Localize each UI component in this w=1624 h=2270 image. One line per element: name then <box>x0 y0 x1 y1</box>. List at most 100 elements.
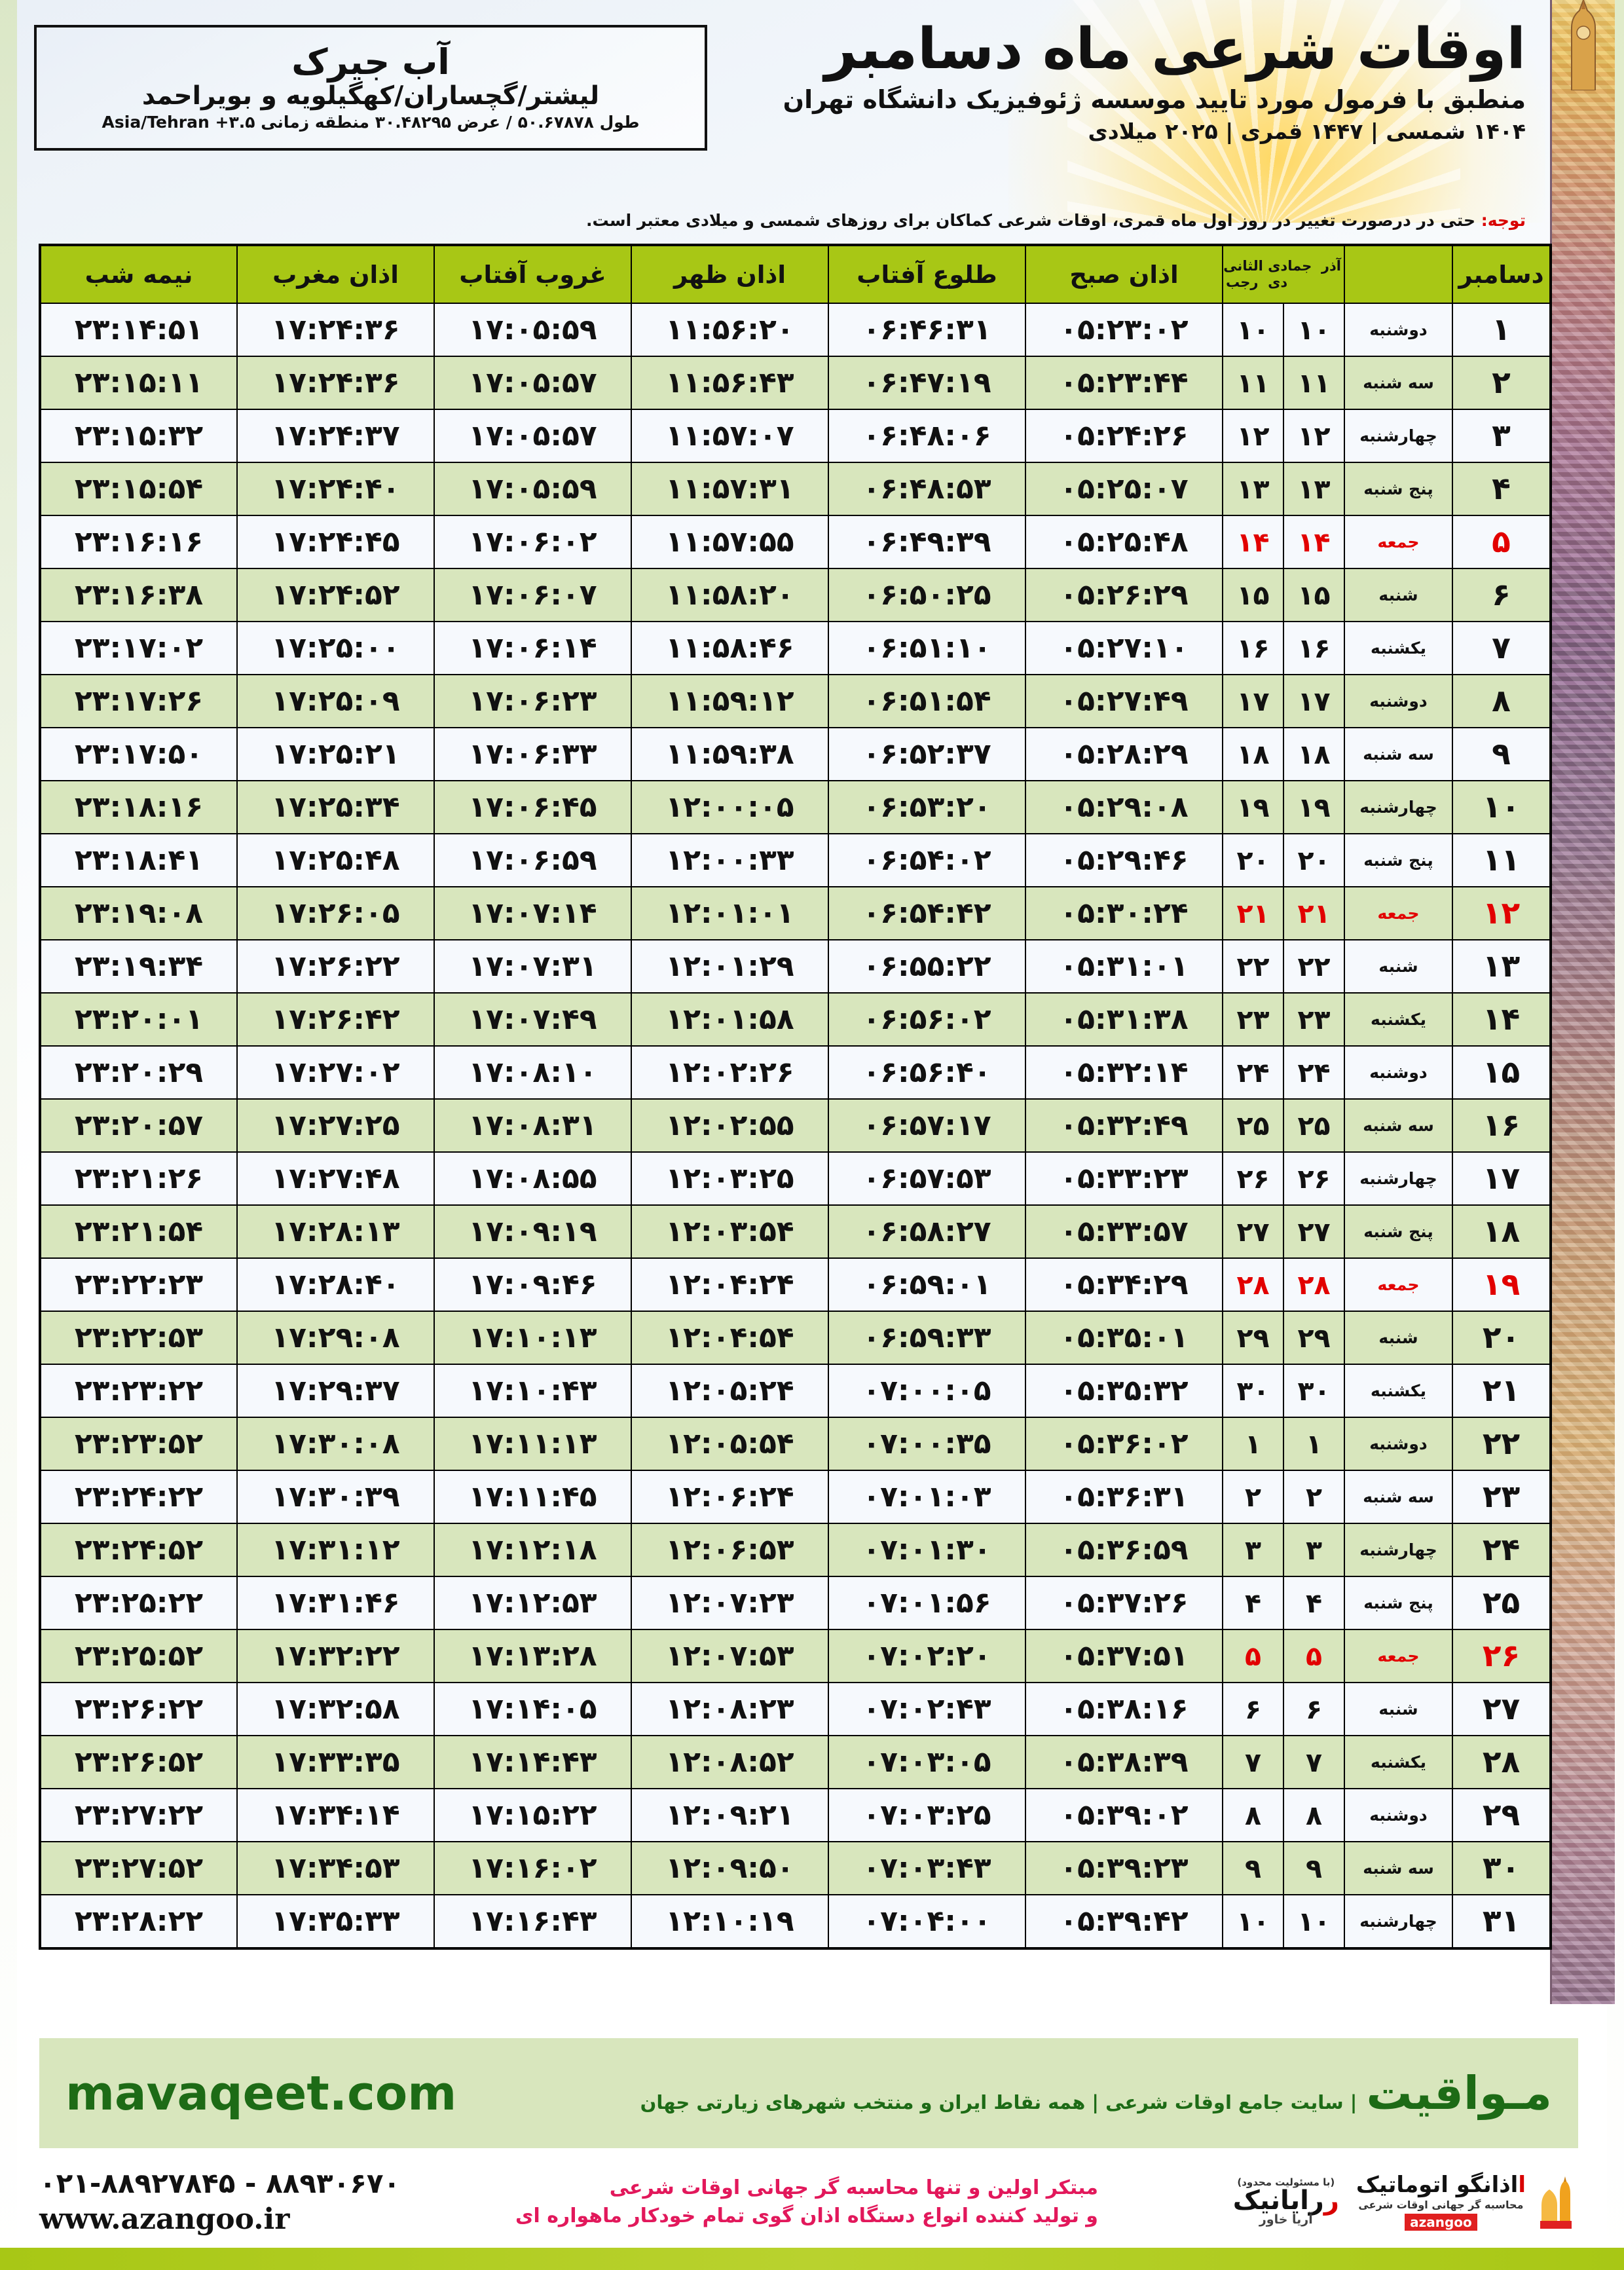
cell-dec: ۲۲ <box>1452 1417 1551 1471</box>
column-header-fajr: اذان صبح <box>1025 244 1223 304</box>
cell-maghrib: ۱۷:۲۶:۰۵ <box>236 886 435 940</box>
cell-weekday: پنج شنبه <box>1344 1204 1453 1259</box>
cell-weekday: سه شنبه <box>1344 1098 1453 1153</box>
cell-sunset: ۱۷:۰۵:۵۹ <box>434 462 632 516</box>
cell-weekday: جمعه <box>1344 1257 1453 1312</box>
cell-solar: ۸ <box>1222 1788 1284 1842</box>
cell-hij: ۱ <box>1283 1417 1345 1471</box>
cell-midnight: ۲۳:۲۴:۵۲ <box>39 1523 238 1577</box>
table-row: ۱۶ سه شنبه ۲۵ ۲۵ ۰۵:۳۲:۴۹ ۰۶:۵۷:۱۷ ۱۲:۰۲:۵۵ ۱۷:… <box>39 1098 1551 1153</box>
cell-sunrise: ۰۷:۰۳:۲۵ <box>828 1788 1026 1842</box>
cell-sunset: ۱۷:۱۳:۲۸ <box>434 1629 632 1683</box>
cell-weekday: سه شنبه <box>1344 727 1453 781</box>
cell-sunset: ۱۷:۰۷:۱۴ <box>434 886 632 940</box>
cell-sunrise: ۰۷:۰۰:۰۵ <box>828 1364 1026 1418</box>
cell-midnight: ۲۳:۱۷:۵۰ <box>39 727 238 781</box>
cell-maghrib: ۱۷:۳۵:۳۳ <box>236 1894 435 1949</box>
cell-dhuhr: ۱۲:۰۵:۵۴ <box>631 1417 829 1471</box>
cell-midnight: ۲۳:۲۸:۲۲ <box>39 1894 238 1949</box>
rayanik-logo: (با مسئولیت محدود) ررایانیک آریا خاور <box>1233 2178 1339 2226</box>
contact-website[interactable]: www.azangoo.ir <box>39 2202 290 2236</box>
cell-dec: ۱۹ <box>1452 1257 1551 1312</box>
cell-weekday: یکشنبه <box>1344 992 1453 1047</box>
cell-midnight: ۲۳:۲۲:۲۳ <box>39 1257 238 1312</box>
cell-dec: ۱۰ <box>1452 780 1551 834</box>
cell-solar: ۲۱ <box>1222 886 1284 940</box>
cell-fajr: ۰۵:۳۳:۲۳ <box>1025 1151 1223 1206</box>
cell-hij: ۲۱ <box>1283 886 1345 940</box>
cell-weekday: یکشنبه <box>1344 621 1453 675</box>
cell-sunrise: ۰۷:۰۱:۰۳ <box>828 1470 1026 1524</box>
azangoo-logo: ااذانگو اتوماتیک محاسبه گر جهانی اوقات ش… <box>1356 2174 1578 2231</box>
cell-dec: ۸ <box>1452 674 1551 728</box>
page-title: اوقات شرعی ماه دسامبر <box>824 16 1526 82</box>
table-row: ۱۵ دوشنبه ۲۴ ۲۴ ۰۵:۳۲:۱۴ ۰۶:۵۶:۴۰ ۱۲:۰۲:۲۶ ۱۷:۰… <box>39 1045 1551 1100</box>
location-name: آب جیرک <box>291 41 450 83</box>
cell-hij: ۶ <box>1283 1682 1345 1736</box>
cell-maghrib: ۱۷:۳۱:۱۲ <box>236 1523 435 1577</box>
cell-sunset: ۱۷:۱۴:۰۵ <box>434 1682 632 1736</box>
cell-hij: ۱۱ <box>1283 356 1345 410</box>
table-row: ۷ یکشنبه ۱۶ ۱۶ ۰۵:۲۷:۱۰ ۰۶:۵۱:۱۰ ۱۱:۵۸:۴۶ ۱۷:۰۶… <box>39 621 1551 675</box>
cell-solar: ۱۰ <box>1222 1894 1284 1949</box>
brand-tagline: | سایت جامع اوقات شرعی | همه نقاط ایران … <box>640 2091 1357 2113</box>
cell-dec: ۱۸ <box>1452 1204 1551 1259</box>
cell-sunset: ۱۷:۱۲:۵۳ <box>434 1576 632 1630</box>
column-header-midnight: نیمه شب <box>39 244 238 304</box>
cell-sunrise: ۰۶:۵۷:۵۳ <box>828 1151 1026 1206</box>
cell-solar: ۱۵ <box>1222 568 1284 622</box>
cell-fajr: ۰۵:۳۶:۳۱ <box>1025 1470 1223 1524</box>
table-row: ۲۵ پنج شنبه ۴ ۴ ۰۵:۳۷:۲۶ ۰۷:۰۱:۵۶ ۱۲:۰۷:۲۳ ۱۷:۱… <box>39 1576 1551 1630</box>
cell-fajr: ۰۵:۳۰:۲۴ <box>1025 886 1223 940</box>
table-row: ۲ سه شنبه ۱۱ ۱۱ ۰۵:۲۳:۴۴ ۰۶:۴۷:۱۹ ۱۱:۵۶:۴۳ ۱۷:۰… <box>39 356 1551 410</box>
cell-fajr: ۰۵:۲۴:۲۶ <box>1025 409 1223 463</box>
cell-dhuhr: ۱۲:۰۷:۵۳ <box>631 1629 829 1683</box>
cell-fajr: ۰۵:۲۳:۴۴ <box>1025 356 1223 410</box>
brand-website[interactable]: mavaqeet.com <box>65 2066 457 2121</box>
cell-midnight: ۲۳:۱۵:۳۲ <box>39 409 238 463</box>
table-row: ۳۱ چهارشنبه ۱۰ ۱۰ ۰۵:۳۹:۴۲ ۰۷:۰۴:۰۰ ۱۲:۱۰:۱۹ ۱۷… <box>39 1894 1551 1949</box>
cell-hij: ۱۹ <box>1283 780 1345 834</box>
cell-midnight: ۲۳:۲۰:۰۱ <box>39 992 238 1047</box>
cell-solar: ۱۳ <box>1222 462 1284 516</box>
cell-weekday: پنج شنبه <box>1344 462 1453 516</box>
cell-dec: ۲۸ <box>1452 1735 1551 1789</box>
cell-fajr: ۰۵:۳۹:۰۲ <box>1025 1788 1223 1842</box>
cell-solar: ۱۹ <box>1222 780 1284 834</box>
cell-weekday: پنج شنبه <box>1344 833 1453 887</box>
cell-maghrib: ۱۷:۳۲:۵۸ <box>236 1682 435 1736</box>
cell-sunrise: ۰۶:۴۹:۳۹ <box>828 515 1026 569</box>
cell-maghrib: ۱۷:۲۶:۲۲ <box>236 939 435 994</box>
cell-maghrib: ۱۷:۲۵:۴۸ <box>236 833 435 887</box>
cell-dec: ۳۱ <box>1452 1894 1551 1949</box>
cell-solar: ۵ <box>1222 1629 1284 1683</box>
cell-weekday: یکشنبه <box>1344 1364 1453 1418</box>
table-row: ۱۰ چهارشنبه ۱۹ ۱۹ ۰۵:۲۹:۰۸ ۰۶:۵۳:۲۰ ۱۲:۰۰:۰۵ ۱۷… <box>39 780 1551 834</box>
cell-dec: ۲۷ <box>1452 1682 1551 1736</box>
cell-dec: ۳۰ <box>1452 1841 1551 1895</box>
cell-sunrise: ۰۶:۵۱:۵۴ <box>828 674 1026 728</box>
cell-midnight: ۲۳:۱۷:۲۶ <box>39 674 238 728</box>
cell-hij: ۱۰ <box>1283 1894 1345 1949</box>
contact-block: ۰۲۱-۸۸۹۲۷۸۴۵ - ۸۸۹۳۰۶۷۰ www.azangoo.ir <box>39 2168 400 2236</box>
azangoo-name-en: azangoo <box>1405 2213 1477 2231</box>
cell-weekday: دوشنبه <box>1344 1788 1453 1842</box>
calendar-years: ۱۴۰۴ شمسی | ۱۴۴۷ قمری | ۲۰۲۵ میلادی <box>1088 119 1526 145</box>
cell-fajr: ۰۵:۳۸:۳۹ <box>1025 1735 1223 1789</box>
cell-hij: ۲۷ <box>1283 1204 1345 1259</box>
cell-midnight: ۲۳:۲۱:۵۴ <box>39 1204 238 1259</box>
cell-weekday: چهارشنبه <box>1344 780 1453 834</box>
cell-dhuhr: ۱۲:۰۹:۵۰ <box>631 1841 829 1895</box>
cell-sunset: ۱۷:۰۵:۵۷ <box>434 409 632 463</box>
cell-dec: ۲۶ <box>1452 1629 1551 1683</box>
cell-hij: ۱۴ <box>1283 515 1345 569</box>
cell-fajr: ۰۵:۲۹:۰۸ <box>1025 780 1223 834</box>
table-row: ۱۱ پنج شنبه ۲۰ ۲۰ ۰۵:۲۹:۴۶ ۰۶:۵۴:۰۲ ۱۲:۰۰:۳۳ ۱۷… <box>39 833 1551 887</box>
cell-dec: ۲۱ <box>1452 1364 1551 1418</box>
table-row: ۸ دوشنبه ۱۷ ۱۷ ۰۵:۲۷:۴۹ ۰۶:۵۱:۵۴ ۱۱:۵۹:۱۲ ۱۷:۰۶… <box>39 674 1551 728</box>
page-subtitle: منطبق با فرمول مورد تایید موسسه ژئوفیزیک… <box>783 85 1526 115</box>
cell-hij: ۱۲ <box>1283 409 1345 463</box>
cell-midnight: ۲۳:۲۴:۲۲ <box>39 1470 238 1524</box>
cell-dec: ۹ <box>1452 727 1551 781</box>
cell-dec: ۲۰ <box>1452 1311 1551 1365</box>
